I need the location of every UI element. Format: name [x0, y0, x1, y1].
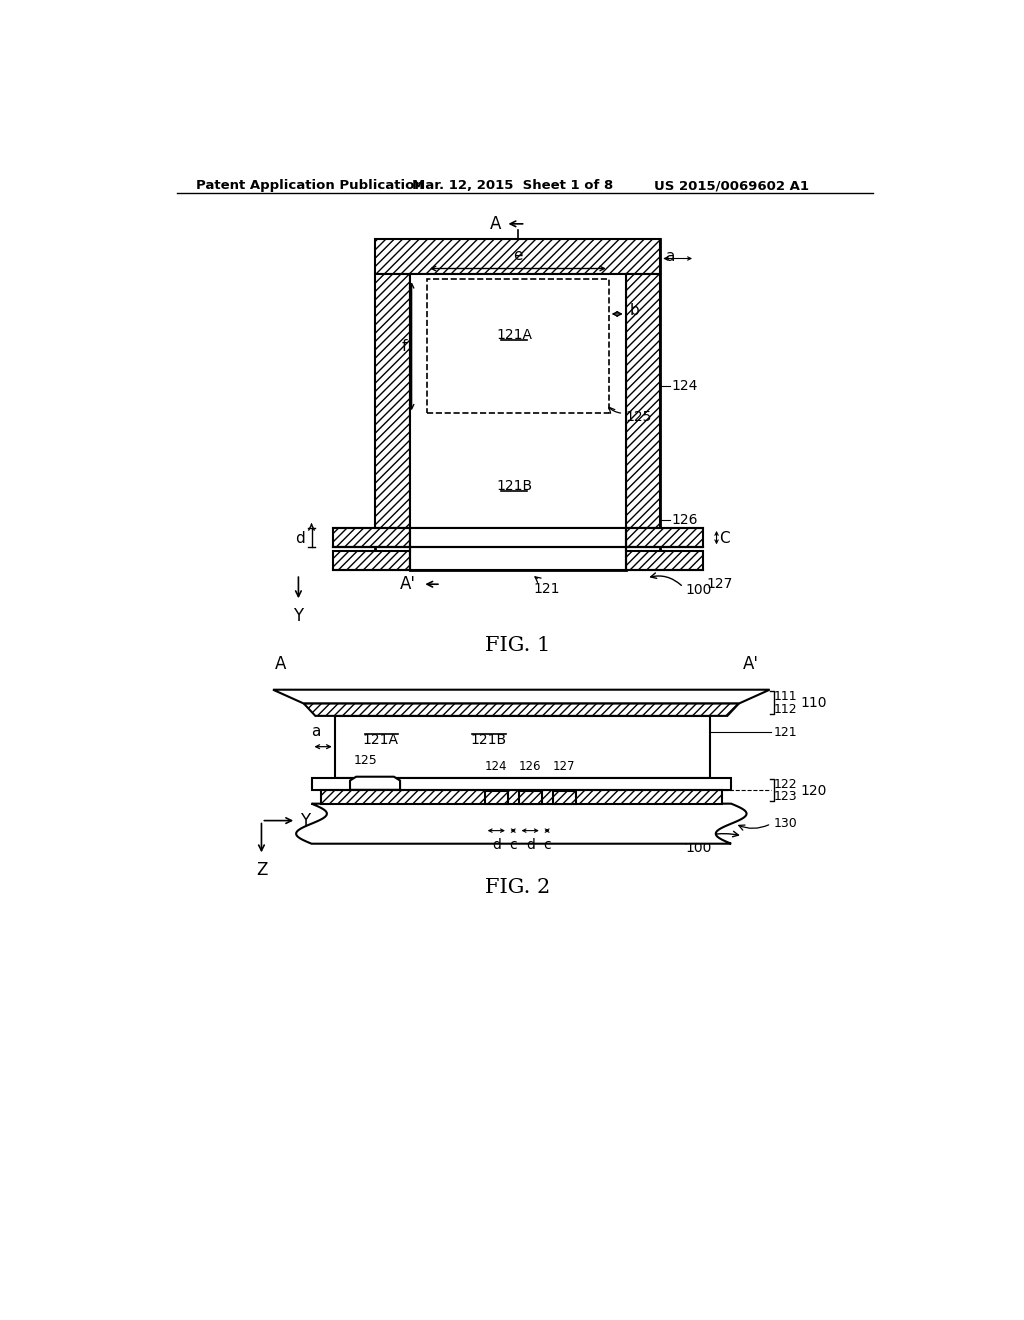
Text: 121A: 121A: [496, 327, 532, 342]
Text: Y: Y: [293, 607, 303, 626]
Text: a: a: [665, 248, 675, 264]
Text: A': A': [400, 576, 416, 593]
Bar: [553, 791, 575, 804]
Text: A': A': [742, 655, 759, 673]
Text: 121B: 121B: [471, 733, 507, 747]
Text: 125: 125: [626, 411, 652, 424]
Bar: [376, 239, 660, 562]
Text: Y: Y: [300, 812, 310, 829]
Bar: [311, 779, 731, 789]
Text: 100: 100: [685, 841, 712, 854]
Bar: [410, 552, 626, 570]
Text: b: b: [630, 302, 639, 318]
Bar: [626, 275, 660, 528]
Text: 100: 100: [685, 582, 712, 597]
Text: e: e: [513, 248, 522, 263]
Text: 121: 121: [773, 726, 797, 739]
Bar: [410, 275, 626, 528]
Text: A: A: [489, 215, 501, 232]
Text: Patent Application Publication: Patent Application Publication: [196, 180, 424, 193]
Bar: [333, 552, 410, 570]
Text: d: d: [296, 531, 305, 545]
Text: 124: 124: [485, 760, 508, 774]
Bar: [410, 528, 626, 548]
Text: 120: 120: [801, 784, 826, 797]
Bar: [626, 552, 702, 570]
Text: FIG. 2: FIG. 2: [485, 878, 551, 898]
Text: Z: Z: [256, 861, 267, 879]
Polygon shape: [273, 689, 770, 704]
Text: FIG. 1: FIG. 1: [485, 636, 551, 655]
Text: 130: 130: [773, 817, 798, 830]
Text: 110: 110: [801, 696, 827, 710]
Text: 121B: 121B: [496, 479, 532, 492]
Text: 127: 127: [707, 577, 733, 591]
Text: 112: 112: [773, 704, 797, 717]
Text: d: d: [525, 838, 535, 851]
Bar: [410, 528, 626, 570]
Text: 121A: 121A: [362, 733, 398, 747]
Text: 122: 122: [773, 777, 797, 791]
Bar: [321, 789, 722, 804]
Text: 123: 123: [773, 791, 797, 804]
Text: f: f: [401, 339, 407, 354]
Bar: [626, 528, 702, 548]
Bar: [376, 239, 660, 275]
Text: US 2015/0069602 A1: US 2015/0069602 A1: [654, 180, 809, 193]
Text: a: a: [311, 723, 321, 739]
Text: A: A: [275, 655, 287, 673]
Polygon shape: [304, 704, 739, 715]
Bar: [376, 275, 410, 528]
Text: 124: 124: [672, 379, 698, 392]
Text: C: C: [720, 531, 730, 545]
Bar: [484, 791, 508, 804]
Polygon shape: [296, 804, 746, 843]
Text: c: c: [509, 838, 517, 851]
Bar: [427, 280, 608, 413]
Text: c: c: [544, 838, 551, 851]
Text: 126: 126: [519, 760, 542, 774]
Text: 126: 126: [672, 513, 698, 527]
Text: 127: 127: [553, 760, 575, 774]
Bar: [333, 528, 410, 548]
Text: 121: 121: [534, 582, 560, 595]
Text: 125: 125: [354, 755, 378, 767]
Text: 111: 111: [773, 690, 797, 704]
Text: Mar. 12, 2015  Sheet 1 of 8: Mar. 12, 2015 Sheet 1 of 8: [412, 180, 612, 193]
Bar: [335, 715, 710, 779]
Bar: [518, 791, 542, 804]
Text: d: d: [492, 838, 501, 851]
Polygon shape: [350, 776, 400, 789]
